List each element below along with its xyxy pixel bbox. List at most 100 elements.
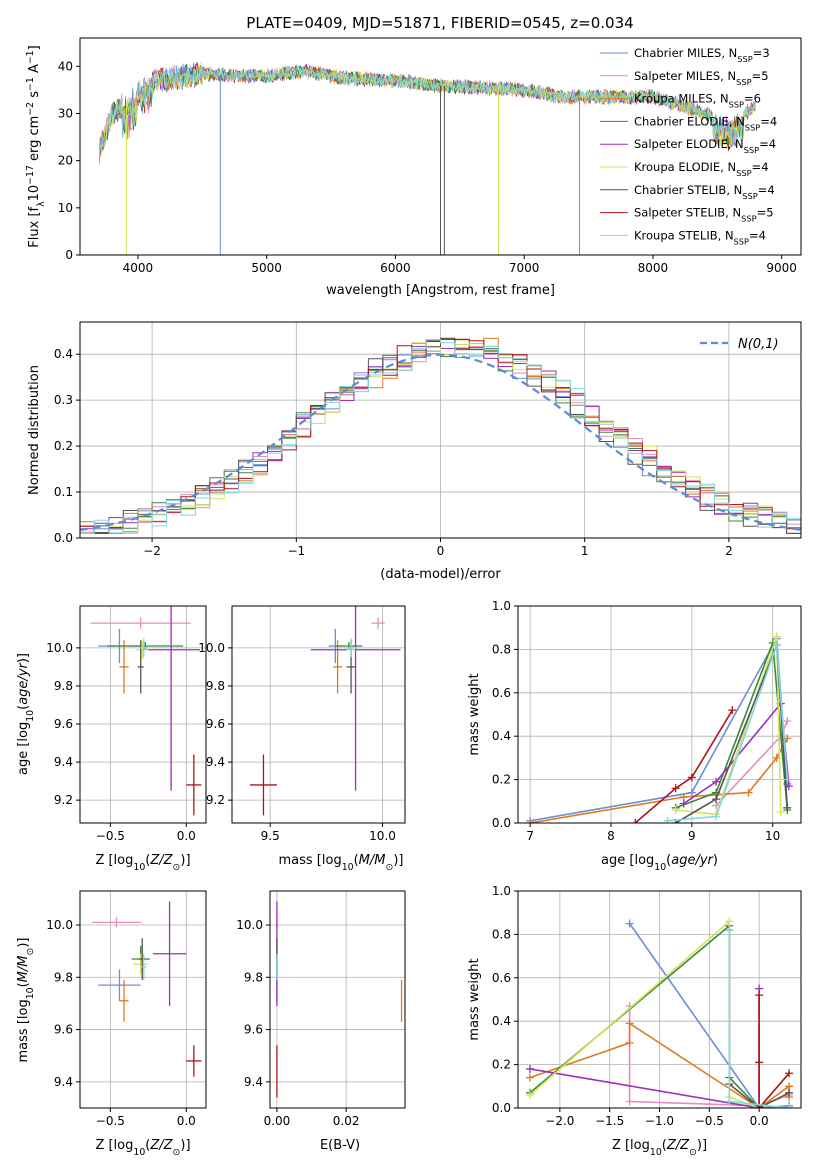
weight-marker	[525, 1090, 534, 1099]
y-tick-label: 0.0	[54, 531, 73, 545]
y-tick-label: 40	[58, 59, 73, 73]
weight-marker	[783, 717, 792, 726]
legend-entry: N(0,1)	[738, 337, 779, 352]
y-tick-label: 9.8	[54, 679, 73, 693]
x-axis-label: Z [log10(Z/Z⊙)]	[95, 853, 190, 873]
legend-entry: Kroupa STELIB, NSSP=4	[634, 228, 766, 246]
panel-weight_vs_Z: −2.0 −1.5 −1.0 −0.5 0.0 0.0 0.2 0.4 0.6 0.8 1.0 Z […	[467, 884, 802, 1158]
x-tick-label: −1	[287, 544, 305, 558]
weight-marker	[712, 777, 721, 786]
x-tick-label: −0.5	[96, 829, 125, 843]
x-axis-label: Z [log10(Z/Z⊙)]	[95, 1138, 190, 1158]
panel-residuals: −2 −1 0 1 2 0.0 0.1 0.2 0.3 0.4 N(0,1) (data-model)…	[27, 321, 802, 582]
weight-marker	[625, 1019, 634, 1028]
weight-marker	[687, 788, 696, 797]
x-axis-label: age [log10(age/yr)	[601, 853, 718, 873]
y-tick-label: 0.8	[492, 927, 511, 941]
legend-entry: Chabrier ELODIE, NSSP=4	[634, 114, 777, 132]
histogram-step	[80, 339, 801, 534]
panel-spectrum: 4000 5000 6000 7000 8000 9000 0 10 20 30 40 wavelen…	[25, 37, 802, 298]
weight-line	[758, 995, 790, 1108]
y-tick-label: 0.6	[492, 686, 511, 700]
x-tick-label: −0.5	[96, 1114, 125, 1128]
weight-line	[529, 919, 760, 1108]
x-tick-label: 0	[437, 544, 445, 558]
weight-marker	[712, 795, 721, 804]
panel-mass_vs_ebv: 0.00 0.02 9.4 9.6 9.8 10.0 E(B-V)	[236, 890, 406, 1153]
y-tick-label: 10	[58, 201, 73, 215]
legend-entry: Salpeter MILES, NSSP=5	[634, 69, 769, 87]
y-axis-label: mass weight	[467, 673, 482, 755]
x-axis-label: Z [log10(Z/Z⊙)]	[612, 1138, 707, 1158]
y-axis-label: mass weight	[467, 958, 482, 1040]
x-axis-label: E(B-V)	[320, 1138, 360, 1153]
weight-marker	[679, 799, 688, 808]
axes-frame	[231, 605, 406, 824]
weight-marker	[755, 991, 764, 1000]
y-tick-label: 0.0	[492, 1101, 511, 1115]
weight-marker	[755, 1058, 764, 1067]
y-tick-label: 0.6	[492, 971, 511, 985]
y-tick-label: 9.4	[206, 755, 225, 769]
weight-line	[675, 642, 789, 811]
normal-reference-curve	[80, 353, 801, 531]
y-tick-label: 0.4	[54, 347, 73, 361]
weight-marker	[785, 1088, 794, 1097]
y-tick-label: 9.2	[206, 793, 225, 807]
y-tick-label: 0.8	[492, 642, 511, 656]
weight-line	[634, 709, 733, 823]
y-tick-label: 9.8	[206, 679, 225, 693]
weight-marker	[728, 706, 737, 715]
weight-marker	[772, 641, 781, 650]
plot-area-age_vs_mass	[249, 606, 401, 816]
y-tick-label: 10.0	[198, 641, 225, 655]
x-tick-label: 10	[765, 829, 780, 843]
weight-marker	[744, 788, 753, 797]
y-tick-label: 1.0	[492, 884, 511, 898]
weight-marker	[772, 632, 781, 641]
x-tick-label: 7000	[509, 261, 540, 275]
x-axis-label: wavelength [Angstrom, rest frame]	[326, 283, 555, 298]
x-tick-label: 8000	[638, 261, 669, 275]
weight-marker	[785, 1104, 794, 1108]
weight-line	[529, 738, 789, 823]
weight-marker	[687, 773, 696, 782]
x-tick-label: −2	[143, 544, 161, 558]
y-tick-label: 10.0	[236, 918, 263, 932]
spectrum-line	[98, 62, 756, 154]
x-tick-label: 10.0	[369, 829, 396, 843]
y-tick-label: 0.3	[54, 393, 73, 407]
y-tick-label: 9.8	[54, 970, 73, 984]
axes-frame	[79, 890, 207, 1109]
x-tick-label: 9000	[766, 261, 797, 275]
y-tick-label: 9.6	[244, 1023, 263, 1037]
weight-marker	[725, 917, 734, 926]
spectrum-line	[98, 61, 756, 164]
plot-area-weight_vs_Z	[525, 917, 794, 1108]
weight-line	[529, 988, 760, 1108]
x-tick-label: 0.0	[177, 1114, 196, 1128]
weight-marker	[712, 812, 721, 821]
axes-frame	[79, 605, 207, 824]
y-tick-label: 20	[58, 154, 73, 168]
plot-area-residuals	[80, 337, 801, 534]
x-tick-label: −2.0	[545, 1114, 574, 1128]
weight-marker	[671, 784, 680, 793]
y-axis-label: mass [log10(M/M⊙)]	[16, 938, 36, 1063]
figure-title: PLATE=0409, MJD=51871, FIBERID=0545, z=0…	[246, 14, 633, 32]
legend-entry: Salpeter STELIB, NSSP=5	[634, 206, 774, 224]
weight-marker	[776, 808, 785, 817]
weight-marker	[725, 926, 734, 935]
y-tick-label: 1.0	[492, 599, 511, 613]
x-tick-label: 1	[581, 544, 589, 558]
y-tick-label: 0.4	[492, 1014, 511, 1028]
weight-line	[675, 636, 782, 816]
weight-marker	[663, 816, 672, 823]
y-tick-label: 9.6	[54, 1023, 73, 1037]
x-tick-label: 0.02	[333, 1114, 360, 1128]
y-tick-label: 0.2	[54, 439, 73, 453]
y-tick-label: 9.6	[206, 717, 225, 731]
y-tick-label: 9.2	[54, 793, 73, 807]
axes-frame	[269, 890, 406, 1109]
panel-age_vs_mass: 9.5 10.0 9.2 9.4 9.6 9.8 10.0 mass [log10(M/M⊙)…	[198, 605, 406, 873]
